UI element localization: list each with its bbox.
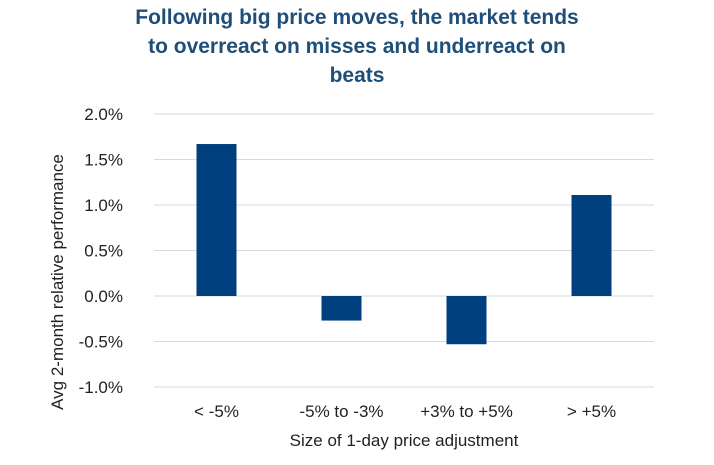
y-tick-label: 1.5%	[84, 151, 123, 170]
y-tick-label: 2.0%	[84, 105, 123, 124]
x-tick-label: < -5%	[194, 402, 239, 421]
chart-title-line-2: to overreact on misses and underreact on	[148, 35, 566, 58]
bar	[196, 144, 237, 296]
x-tick-label: -5% to -3%	[299, 402, 383, 421]
chart-title-line-3: beats	[330, 64, 385, 87]
y-tick-label: -0.5%	[79, 333, 123, 352]
bars	[196, 144, 612, 345]
bar	[446, 296, 487, 345]
y-axis-title: Avg 2-month relative performance	[48, 154, 67, 410]
x-tick-label: +3% to +5%	[420, 402, 513, 421]
chart-title: Following big price moves, the market te…	[135, 6, 578, 87]
y-axis-ticks: 2.0% 1.5% 1.0% 0.5% 0.0% -0.5% -1.0%	[79, 105, 123, 397]
x-tick-label: > +5%	[567, 402, 616, 421]
x-axis-ticks: < -5% -5% to -3% +3% to +5% > +5%	[194, 402, 616, 421]
y-tick-label: 0.5%	[84, 242, 123, 261]
x-axis-title: Size of 1-day price adjustment	[290, 431, 519, 450]
gridlines	[154, 113, 654, 388]
chart-title-line-1: Following big price moves, the market te…	[135, 6, 578, 29]
y-tick-label: 0.0%	[84, 287, 123, 306]
bar	[321, 296, 362, 321]
bar	[571, 194, 612, 296]
y-tick-label: -1.0%	[79, 378, 123, 397]
y-tick-label: 1.0%	[84, 196, 123, 215]
